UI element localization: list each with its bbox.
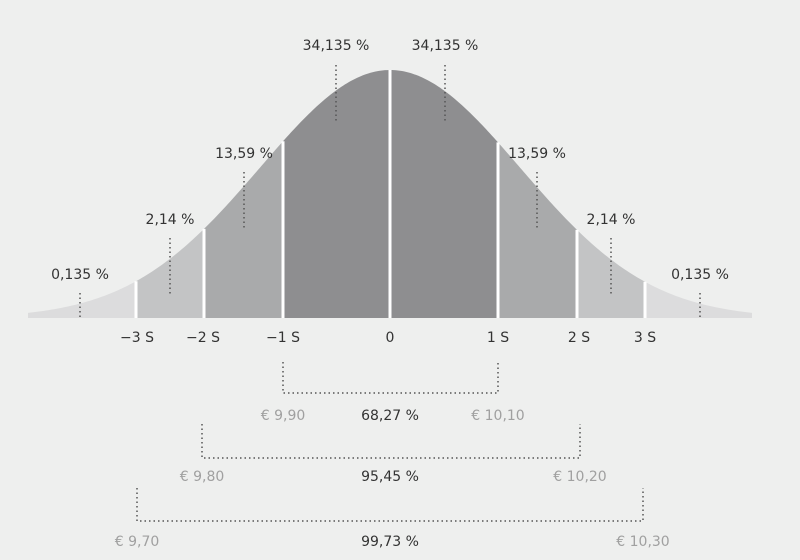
range-bracket (282, 362, 499, 394)
axis-label: 1 S (487, 330, 509, 346)
segment-label: 0,135 % (51, 267, 109, 283)
curve-segment (577, 229, 645, 318)
axis-label: −3 S (120, 330, 154, 346)
axis-label: 3 S (634, 330, 656, 346)
range-low: € 9,90 (261, 408, 306, 424)
range-low: € 9,80 (180, 469, 225, 485)
range-high: € 10,30 (616, 534, 669, 550)
range-high: € 10,10 (471, 408, 524, 424)
segment-label: 13,59 % (508, 146, 566, 162)
curve-segment (136, 228, 204, 318)
segment-label: 2,14 % (587, 212, 636, 228)
segment-label: 2,14 % (146, 212, 195, 228)
range-low: € 9,70 (115, 534, 160, 550)
segment-label: 0,135 % (671, 267, 729, 283)
segment-label: 34,135 % (303, 38, 370, 54)
curve-segment (390, 70, 498, 318)
range-bracket (201, 424, 581, 459)
curve-segment (498, 142, 577, 318)
range-high: € 10,20 (553, 469, 606, 485)
range-percent: 99,73 % (361, 534, 419, 550)
curve-segment (283, 70, 390, 318)
axis-label: 0 (386, 330, 395, 346)
range-percent: 95,45 % (361, 469, 419, 485)
range-percent: 68,27 % (361, 408, 419, 424)
segment-label: 13,59 % (215, 146, 273, 162)
segment-label: 34,135 % (412, 38, 479, 54)
axis-label: −2 S (186, 330, 220, 346)
curve-segment (204, 141, 283, 318)
axis-label: −1 S (266, 330, 300, 346)
axis-label: 2 S (568, 330, 590, 346)
curve-segment (645, 281, 752, 318)
curve-segment (28, 281, 136, 318)
